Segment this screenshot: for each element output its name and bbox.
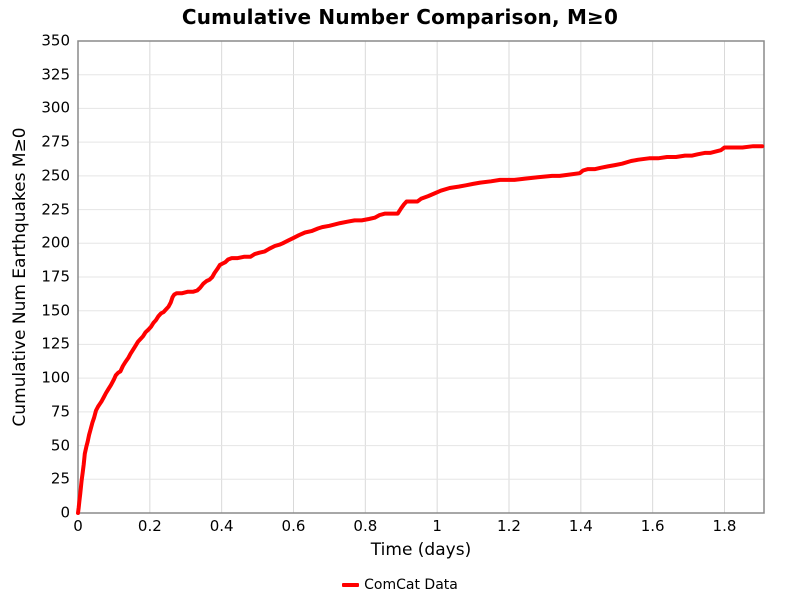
x-tick-label: 0.2 [137,517,162,535]
y-tick-label: 250 [41,166,70,185]
y-tick-label: 100 [41,368,70,387]
legend-label: ComCat Data [364,577,458,593]
x-tick-label: 1.6 [640,517,665,535]
y-tick-label: 225 [41,200,70,219]
x-tick-label: 0.8 [353,517,378,535]
x-tick-label: 1.4 [568,517,593,535]
y-tick-label: 325 [41,65,70,84]
y-tick-label: 75 [50,402,70,421]
y-tick-label: 175 [41,267,70,286]
y-tick-label: 275 [41,132,70,151]
y-tick-label: 50 [50,436,70,455]
y-tick-label: 0 [60,503,70,522]
y-tick-label: 125 [41,334,70,353]
legend-line-marker-icon [342,583,360,587]
x-tick-label: 0 [73,517,83,535]
chart-title: Cumulative Number Comparison, M≥0 [181,5,619,29]
series-line-comcat-data [76,144,765,515]
x-tick-label: 1 [432,517,442,535]
plot-border [77,40,765,514]
y-tick-label: 200 [41,233,70,252]
legend: ComCat Data [0,577,800,593]
y-tick-label: 350 [41,31,70,50]
x-tick-label: 1.8 [712,517,737,535]
y-axis-title: Cumulative Num Earthquakes M≥0 [10,127,30,427]
y-tick-label: 25 [50,469,70,488]
y-tick-label: 150 [41,301,70,320]
y-tick-label: 300 [41,98,70,117]
x-tick-label: 0.4 [209,517,234,535]
x-tick-label: 0.6 [281,517,306,535]
x-tick-label: 1.2 [497,517,521,535]
x-axis-title: Time (days) [370,540,472,560]
